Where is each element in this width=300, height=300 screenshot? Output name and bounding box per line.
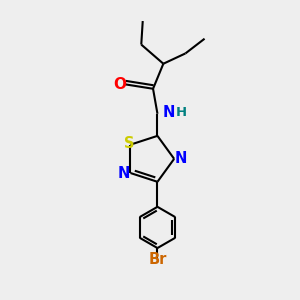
Text: N: N (174, 151, 187, 166)
Text: N: N (163, 105, 175, 120)
Text: O: O (113, 77, 126, 92)
Text: Br: Br (148, 252, 166, 267)
Text: S: S (124, 136, 134, 151)
Text: N: N (118, 166, 130, 181)
Text: H: H (176, 106, 187, 119)
